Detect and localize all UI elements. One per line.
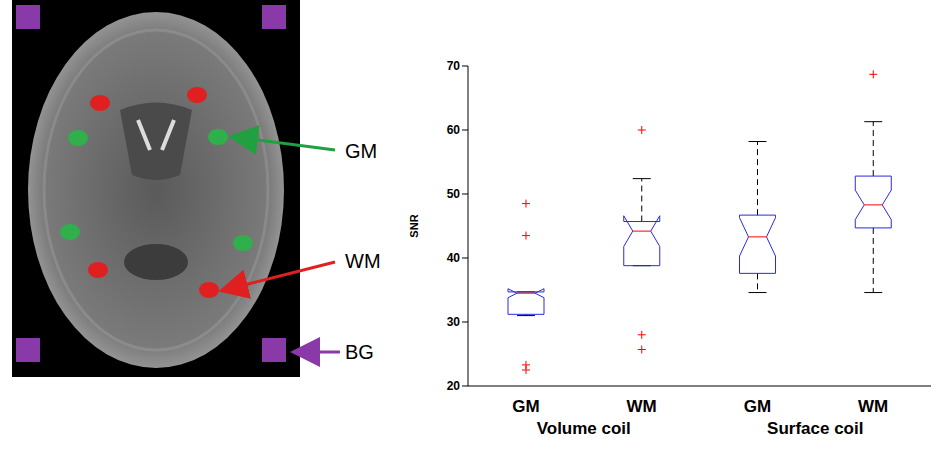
svg-text:WM: WM [345,250,381,272]
svg-text:70: 70 [447,59,461,73]
svg-text:SNR: SNR [408,214,420,237]
svg-text:30: 30 [447,315,461,329]
svg-text:Surface coil: Surface coil [767,419,863,438]
svg-text:WM: WM [627,397,657,416]
svg-text:GM: GM [345,140,377,162]
svg-text:BG: BG [345,341,374,363]
svg-text:WM: WM [858,397,888,416]
svg-text:50: 50 [447,187,461,201]
svg-text:GM: GM [744,397,771,416]
svg-text:Volume coil: Volume coil [537,419,631,438]
svg-text:GM: GM [512,397,539,416]
svg-text:20: 20 [447,379,461,393]
svg-text:60: 60 [447,123,461,137]
svg-text:40: 40 [447,251,461,265]
